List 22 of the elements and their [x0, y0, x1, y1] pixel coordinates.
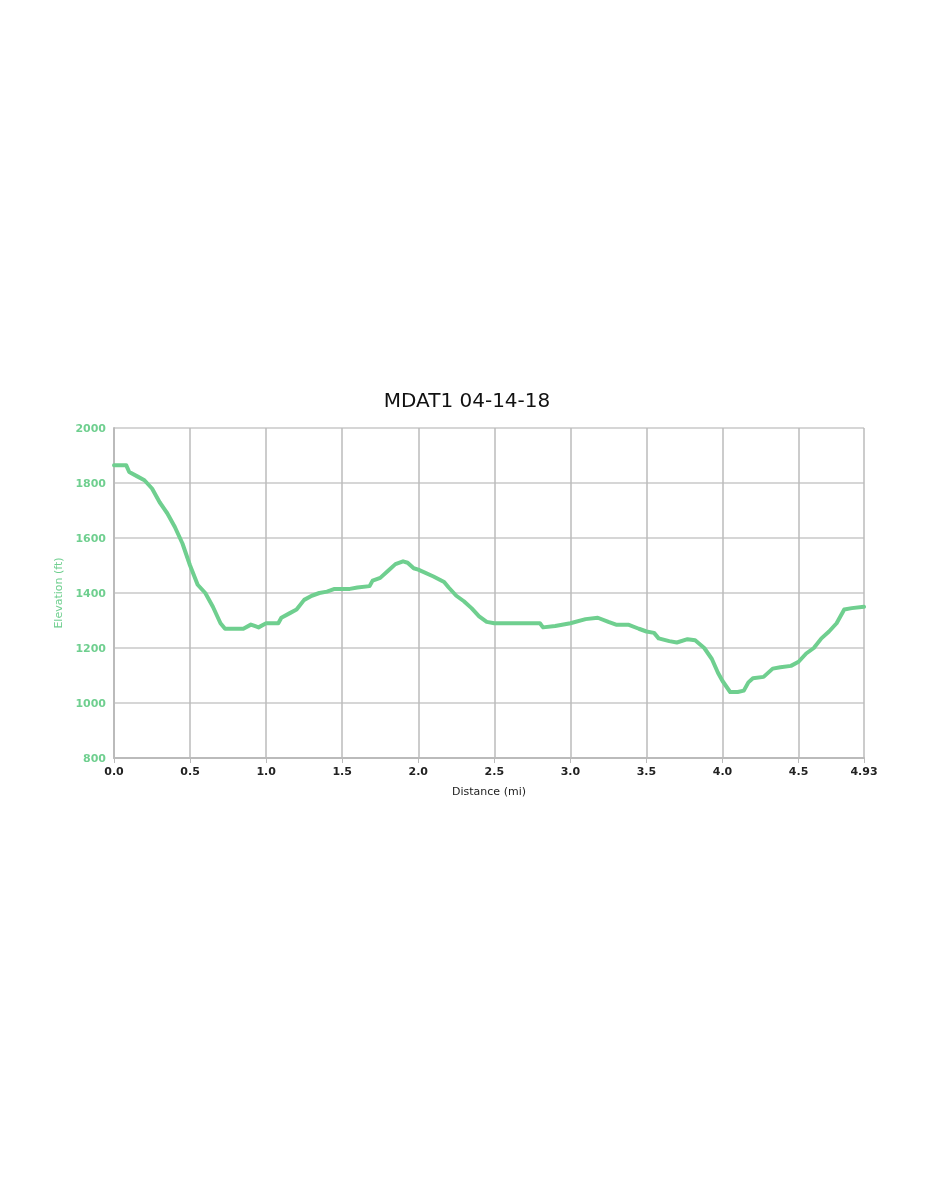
y-tick-label: 1200 [75, 641, 107, 655]
x-tick-label: 1.5 [332, 765, 352, 778]
x-tick-label: 3.0 [560, 765, 581, 778]
line-series [112, 463, 866, 694]
x-tick-label: 4.93 [850, 765, 878, 778]
x-tick-label: 1.0 [256, 765, 277, 778]
x-tick-label: 4.5 [788, 765, 809, 778]
x-tick-label: 4.0 [712, 765, 733, 778]
y-tick-label: 1000 [75, 696, 107, 710]
y-tick-label: 800 [83, 751, 107, 765]
y-tick-label: 1400 [75, 586, 107, 600]
y-axis-title: Elevation (ft) [52, 557, 66, 629]
x-tick-label: 0.5 [180, 765, 200, 778]
y-tick-label: 1600 [75, 531, 107, 545]
y-tick-label: 2000 [75, 421, 107, 435]
x-tick-label: 0.0 [104, 765, 125, 778]
x-tick-label: 2.5 [484, 765, 505, 778]
y-tick-label: 1800 [75, 476, 107, 490]
x-tick-label: 2.0 [408, 765, 429, 778]
x-tick-label: 3.5 [636, 765, 657, 778]
chart-title: MDAT1 04-14-18 [383, 388, 551, 412]
x-axis-title: Distance (mi) [452, 785, 526, 798]
